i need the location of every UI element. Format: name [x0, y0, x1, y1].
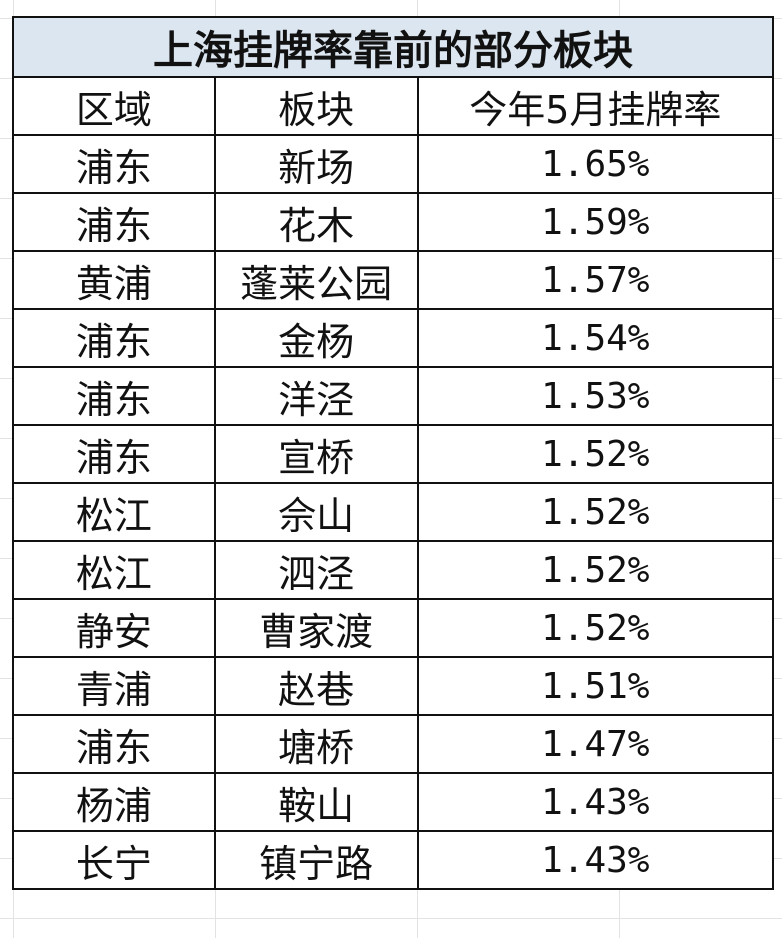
listing-rate-cell: 1.51%: [416, 656, 775, 716]
table-row: 静安 曹家渡 1.52%: [12, 598, 775, 658]
listing-rate-cell: 1.59%: [416, 192, 775, 252]
district-cell: 长宁: [12, 830, 216, 890]
district-cell: 静安: [12, 598, 216, 658]
header-district: 区域: [12, 76, 216, 136]
sector-cell: 蓬莱公园: [213, 250, 419, 310]
sector-cell: 宣桥: [213, 424, 419, 484]
listing-rate-cell: 1.65%: [416, 134, 775, 194]
listing-rate-cell: 1.52%: [416, 482, 775, 542]
table-row: 浦东 新场 1.65%: [12, 134, 775, 194]
table-row: 松江 佘山 1.52%: [12, 482, 775, 542]
sector-cell: 佘山: [213, 482, 419, 542]
table-title: 上海挂牌率靠前的部分板块: [12, 16, 774, 78]
table-row: 松江 泗泾 1.52%: [12, 540, 775, 600]
sector-cell: 曹家渡: [213, 598, 419, 658]
sector-cell: 泗泾: [213, 540, 419, 600]
sector-cell: 镇宁路: [213, 830, 419, 890]
table-row: 杨浦 鞍山 1.43%: [12, 772, 775, 832]
table-row: 青浦 赵巷 1.51%: [12, 656, 775, 716]
header-listing-rate: 今年5月挂牌率: [416, 76, 775, 136]
district-cell: 松江: [12, 540, 216, 600]
district-cell: 浦东: [12, 308, 216, 368]
district-cell: 浦东: [12, 424, 216, 484]
sector-cell: 金杨: [213, 308, 419, 368]
table-row: 长宁 镇宁路 1.43%: [12, 830, 775, 890]
district-cell: 浦东: [12, 714, 216, 774]
listing-rate-cell: 1.47%: [416, 714, 775, 774]
district-cell: 黄浦: [12, 250, 216, 310]
table-row: 浦东 塘桥 1.47%: [12, 714, 775, 774]
table-row: 浦东 洋泾 1.53%: [12, 366, 775, 426]
header-row: 区域 板块 今年5月挂牌率: [12, 76, 775, 136]
sector-cell: 塘桥: [213, 714, 419, 774]
district-cell: 浦东: [12, 192, 216, 252]
listing-rate-cell: 1.52%: [416, 424, 775, 484]
district-cell: 松江: [12, 482, 216, 542]
sector-cell: 洋泾: [213, 366, 419, 426]
listing-rate-cell: 1.43%: [416, 772, 775, 832]
table-row: 浦东 花木 1.59%: [12, 192, 775, 252]
listing-rate-cell: 1.52%: [416, 540, 775, 600]
district-cell: 浦东: [12, 134, 216, 194]
sector-cell: 鞍山: [213, 772, 419, 832]
listing-rate-cell: 1.52%: [416, 598, 775, 658]
sector-cell: 花木: [213, 192, 419, 252]
table-row: 黄浦 蓬莱公园 1.57%: [12, 250, 775, 310]
title-row: 上海挂牌率靠前的部分板块: [12, 16, 774, 78]
listing-rate-cell: 1.57%: [416, 250, 775, 310]
listing-rate-table: 上海挂牌率靠前的部分板块 区域 板块 今年5月挂牌率 浦东 新场 1.65% 浦东 花木…: [12, 16, 775, 890]
district-cell: 杨浦: [12, 772, 216, 832]
table-row: 浦东 宣桥 1.52%: [12, 424, 775, 484]
sector-cell: 赵巷: [213, 656, 419, 716]
listing-rate-cell: 1.43%: [416, 830, 775, 890]
listing-rate-cell: 1.54%: [416, 308, 775, 368]
listing-rate-cell: 1.53%: [416, 366, 775, 426]
table-row: 浦东 金杨 1.54%: [12, 308, 775, 368]
sector-cell: 新场: [213, 134, 419, 194]
header-sector: 板块: [213, 76, 419, 136]
district-cell: 青浦: [12, 656, 216, 716]
district-cell: 浦东: [12, 366, 216, 426]
